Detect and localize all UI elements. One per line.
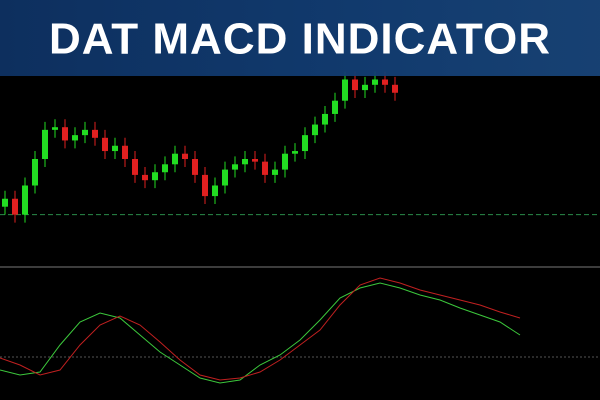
candle-body bbox=[392, 84, 398, 93]
candle-body bbox=[2, 198, 8, 207]
candle-body bbox=[32, 159, 38, 186]
candle-body bbox=[232, 164, 238, 170]
candle-body bbox=[242, 159, 248, 165]
price-panel bbox=[0, 71, 600, 223]
candle-body bbox=[102, 137, 108, 152]
candle-body bbox=[182, 153, 188, 159]
candle-body bbox=[322, 113, 328, 125]
candle-body bbox=[282, 153, 288, 170]
candle-body bbox=[382, 79, 388, 85]
candle-body bbox=[62, 127, 68, 141]
candle-body bbox=[352, 79, 358, 91]
candle-body bbox=[22, 185, 28, 215]
candle-body bbox=[172, 153, 178, 165]
candle-body bbox=[92, 129, 98, 138]
candle-body bbox=[162, 164, 168, 173]
candle-body bbox=[72, 135, 78, 141]
candle-body bbox=[292, 151, 298, 154]
candle-body bbox=[252, 159, 258, 162]
macd-panel bbox=[0, 277, 600, 384]
candle-body bbox=[332, 100, 338, 114]
candle-body bbox=[42, 129, 48, 159]
candle-body bbox=[362, 84, 368, 91]
title-banner bbox=[0, 0, 600, 76]
candle-body bbox=[142, 174, 148, 181]
candle-body bbox=[212, 185, 218, 197]
candle-body bbox=[152, 172, 158, 181]
candle-body bbox=[342, 79, 348, 101]
macd-line bbox=[0, 277, 521, 381]
candle-body bbox=[222, 169, 228, 186]
candle-body bbox=[52, 127, 58, 130]
candle-body bbox=[312, 124, 318, 136]
candle-body bbox=[12, 198, 18, 215]
candle-body bbox=[82, 129, 88, 136]
candle-body bbox=[122, 145, 128, 159]
candle-body bbox=[192, 159, 198, 175]
chart-title: DAT MACD INDICATOR bbox=[49, 15, 551, 64]
candle-body bbox=[202, 174, 208, 197]
candle-body bbox=[372, 79, 378, 85]
candle-body bbox=[132, 159, 138, 175]
candle-body bbox=[302, 135, 308, 152]
candle-body bbox=[272, 169, 278, 175]
candle-body bbox=[262, 161, 268, 175]
candle-body bbox=[112, 145, 118, 152]
macd-line bbox=[0, 282, 521, 384]
